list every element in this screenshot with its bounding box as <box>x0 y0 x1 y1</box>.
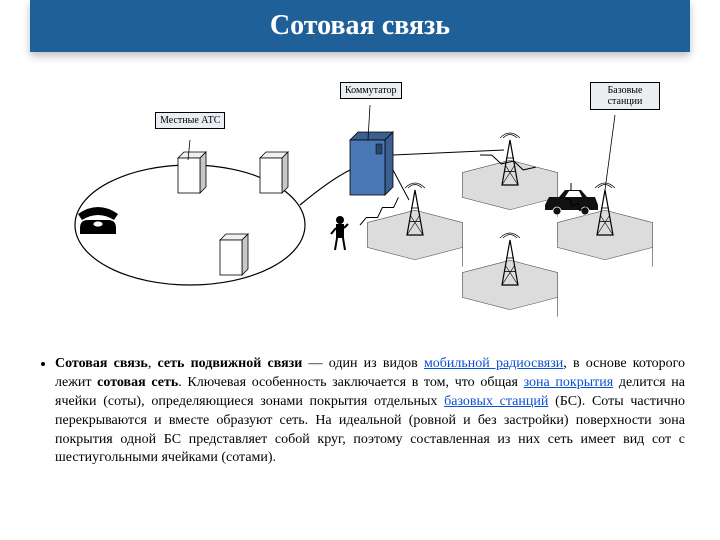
link-coverage[interactable]: зона покрытия <box>524 375 614 390</box>
link-mobile-radio[interactable]: мобильной радиосвязи <box>424 356 563 371</box>
callout-bs: Базовые станции <box>590 82 660 110</box>
callout-ats: Местные АТС <box>155 112 225 129</box>
body-text: Сотовая связь, сеть подвижной связи — од… <box>35 355 685 468</box>
link-base-stations[interactable]: базовых станций <box>444 394 548 409</box>
lead-bold: Сотовая связь <box>55 356 148 371</box>
cellular-diagram: Местные АТС Коммутатор Базовые станции <box>60 70 660 335</box>
callout-commutator: Коммутатор <box>340 82 402 99</box>
body-paragraph: Сотовая связь, сеть подвижной связи — од… <box>55 355 685 468</box>
page-title: Сотовая связь <box>270 10 450 42</box>
title-bar: Сотовая связь <box>30 0 690 52</box>
